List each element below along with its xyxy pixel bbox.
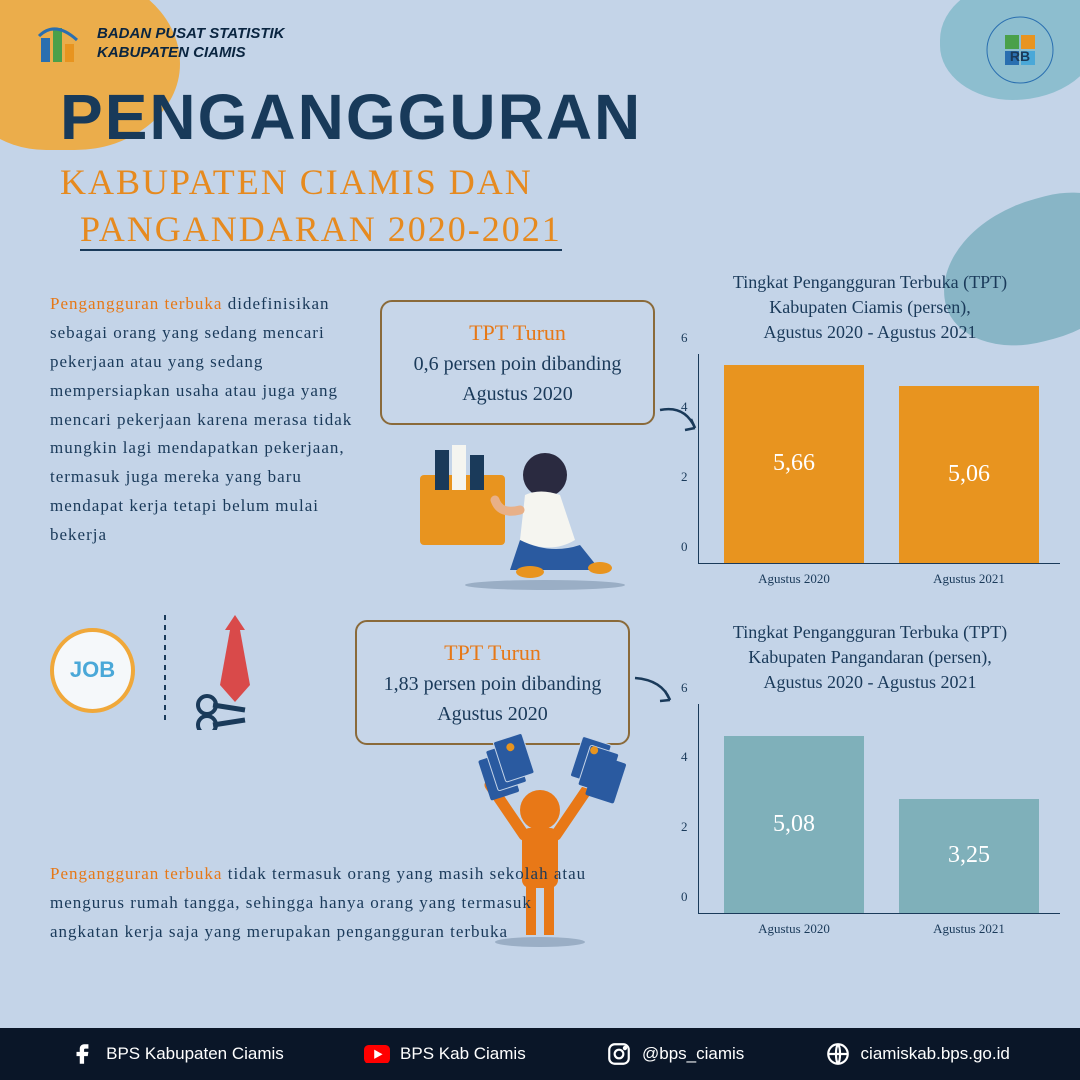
exclusion-lead: Pengangguran terbuka <box>50 864 222 883</box>
main-title: PENGANGGURAN <box>60 80 642 154</box>
chart1-title-l1: Tingkat Pengangguran Terbuka (TPT) <box>680 270 1060 295</box>
illustration-person-packing <box>400 420 630 590</box>
footer-facebook[interactable]: BPS Kabupaten Ciamis <box>70 1041 284 1067</box>
callout-pangandaran: TPT Turun 1,83 persen poin dibanding Agu… <box>355 620 630 745</box>
globe-icon <box>825 1041 851 1067</box>
title-block: PENGANGGURAN KABUPATEN CIAMIS DAN PANGAN… <box>60 80 642 253</box>
chart-ciamis-title: Tingkat Pengangguran Terbuka (TPT) Kabup… <box>680 270 1060 346</box>
chart-xlabel: Agustus 2020 <box>724 571 864 587</box>
youtube-icon <box>364 1041 390 1067</box>
ytick: 0 <box>681 889 688 905</box>
ytick: 0 <box>681 539 688 555</box>
chart-bar: 5,06 <box>899 386 1039 562</box>
rb-logo-icon: RB <box>985 15 1055 85</box>
footer-instagram-label: @bps_ciamis <box>642 1044 744 1064</box>
footer-instagram[interactable]: @bps_ciamis <box>606 1041 744 1067</box>
callout-ciamis-body: 0,6 persen poin dibanding Agustus 2020 <box>402 349 633 409</box>
chart2-title-l1: Tingkat Pengangguran Terbuka (TPT) <box>680 620 1060 645</box>
org-name: BADAN PUSAT STATISTIK KABUPATEN CIAMIS <box>97 24 285 63</box>
chart-pangandaran: Tingkat Pengangguran Terbuka (TPT) Kabup… <box>680 620 1060 914</box>
ytick: 2 <box>681 469 688 485</box>
subtitle-line2: PANGANDARAN 2020-2021 <box>80 209 562 251</box>
ytick: 4 <box>681 399 688 415</box>
job-badge-text: JOB <box>70 657 115 683</box>
chart-xlabel: Agustus 2021 <box>899 571 1039 587</box>
org-line1: BADAN PUSAT STATISTIK <box>97 24 285 44</box>
callout-ciamis: TPT Turun 0,6 persen poin dibanding Agus… <box>380 300 655 425</box>
header: BADAN PUSAT STATISTIK KABUPATEN CIAMIS <box>35 18 285 68</box>
chart-bar: 5,08 <box>724 736 864 913</box>
scissors-tie-icon <box>195 610 305 730</box>
chart1-title-l3: Agustus 2020 - Agustus 2021 <box>680 320 1060 345</box>
ytick: 4 <box>681 749 688 765</box>
subtitle: KABUPATEN CIAMIS DAN PANGANDARAN 2020-20… <box>60 159 642 253</box>
subtitle-line1: KABUPATEN CIAMIS DAN <box>60 159 642 206</box>
callout-ciamis-title: TPT Turun <box>402 316 633 349</box>
definition-lead: Pengangguran terbuka <box>50 294 222 313</box>
org-line2: KABUPATEN CIAMIS <box>97 43 285 63</box>
job-badge: JOB <box>50 628 135 713</box>
instagram-icon <box>606 1041 632 1067</box>
chart-pangandaran-plot: 02465,08Agustus 20203,25Agustus 2021 <box>698 704 1060 914</box>
ytick: 2 <box>681 819 688 835</box>
footer-facebook-label: BPS Kabupaten Ciamis <box>106 1044 284 1064</box>
footer-website[interactable]: ciamiskab.bps.go.id <box>825 1041 1010 1067</box>
footer: BPS Kabupaten Ciamis BPS Kab Ciamis @bps… <box>0 1028 1080 1080</box>
chart-bar: 3,25 <box>899 799 1039 912</box>
chart-bar: 5,66 <box>724 365 864 562</box>
chart-ciamis: Tingkat Pengangguran Terbuka (TPT) Kabup… <box>680 270 1060 564</box>
chart2-title-l2: Kabupaten Pangandaran (persen), <box>680 645 1060 670</box>
facebook-icon <box>70 1041 96 1067</box>
chart-xlabel: Agustus 2021 <box>899 921 1039 937</box>
chart-ciamis-plot: 02465,66Agustus 20205,06Agustus 2021 <box>698 354 1060 564</box>
definition-paragraph: Pengangguran terbuka didefinisikan sebag… <box>50 290 360 550</box>
footer-youtube[interactable]: BPS Kab Ciamis <box>364 1041 526 1067</box>
callout-pangandaran-body: 1,83 persen poin dibanding Agustus 2020 <box>377 669 608 729</box>
arrow-icon-2 <box>630 670 680 710</box>
chart2-title-l3: Agustus 2020 - Agustus 2021 <box>680 670 1060 695</box>
ytick: 6 <box>681 680 688 696</box>
callout-pangandaran-title: TPT Turun <box>377 636 608 669</box>
svg-text:RB: RB <box>1010 48 1030 64</box>
ytick: 6 <box>681 330 688 346</box>
exclusion-paragraph: Pengangguran terbuka tidak termasuk oran… <box>50 860 590 947</box>
illustration-job-search: JOB <box>50 610 305 730</box>
footer-website-label: ciamiskab.bps.go.id <box>861 1044 1010 1064</box>
bps-logo-icon <box>35 18 85 68</box>
footer-youtube-label: BPS Kab Ciamis <box>400 1044 526 1064</box>
chart1-title-l2: Kabupaten Ciamis (persen), <box>680 295 1060 320</box>
definition-body: didefinisikan sebagai orang yang sedang … <box>50 294 352 544</box>
chart-pangandaran-title: Tingkat Pengangguran Terbuka (TPT) Kabup… <box>680 620 1060 696</box>
chart-xlabel: Agustus 2020 <box>724 921 864 937</box>
